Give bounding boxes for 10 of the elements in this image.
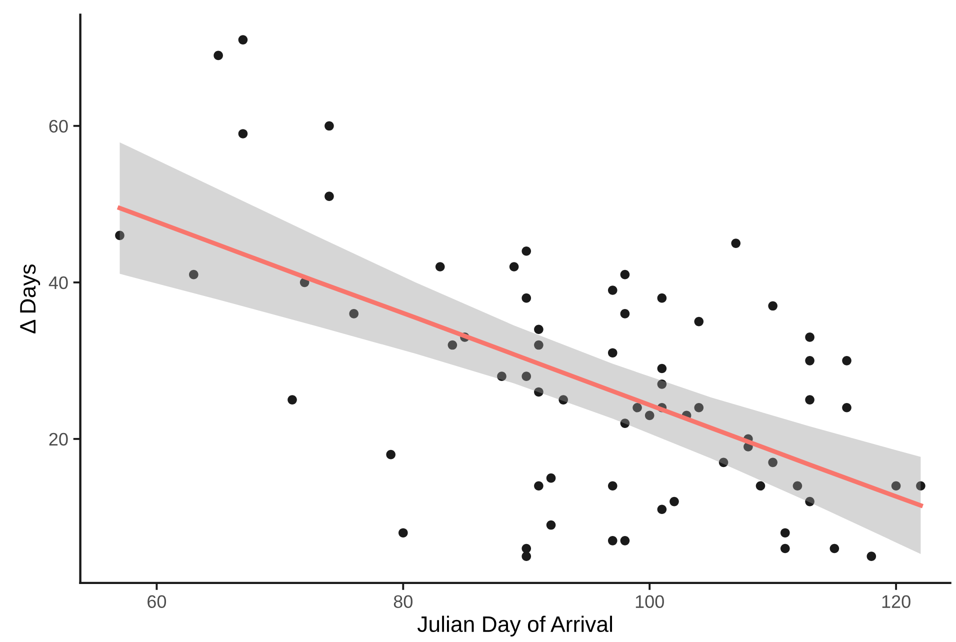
line-series bbox=[118, 206, 923, 508]
x-tick-label: 60 bbox=[148, 595, 166, 608]
y-axis-title: Δ Days bbox=[20, 264, 40, 334]
y-tick-label: 40 bbox=[48, 276, 68, 290]
x-tick-label: 120 bbox=[882, 595, 910, 608]
y-tick-label: 20 bbox=[49, 432, 68, 446]
y-tick-label: 60 bbox=[49, 120, 68, 133]
x-tick-label: 100 bbox=[636, 595, 664, 608]
x-tick-label: 80 bbox=[394, 595, 412, 608]
x-axis-title: Julian Day of Arrival bbox=[417, 616, 612, 636]
